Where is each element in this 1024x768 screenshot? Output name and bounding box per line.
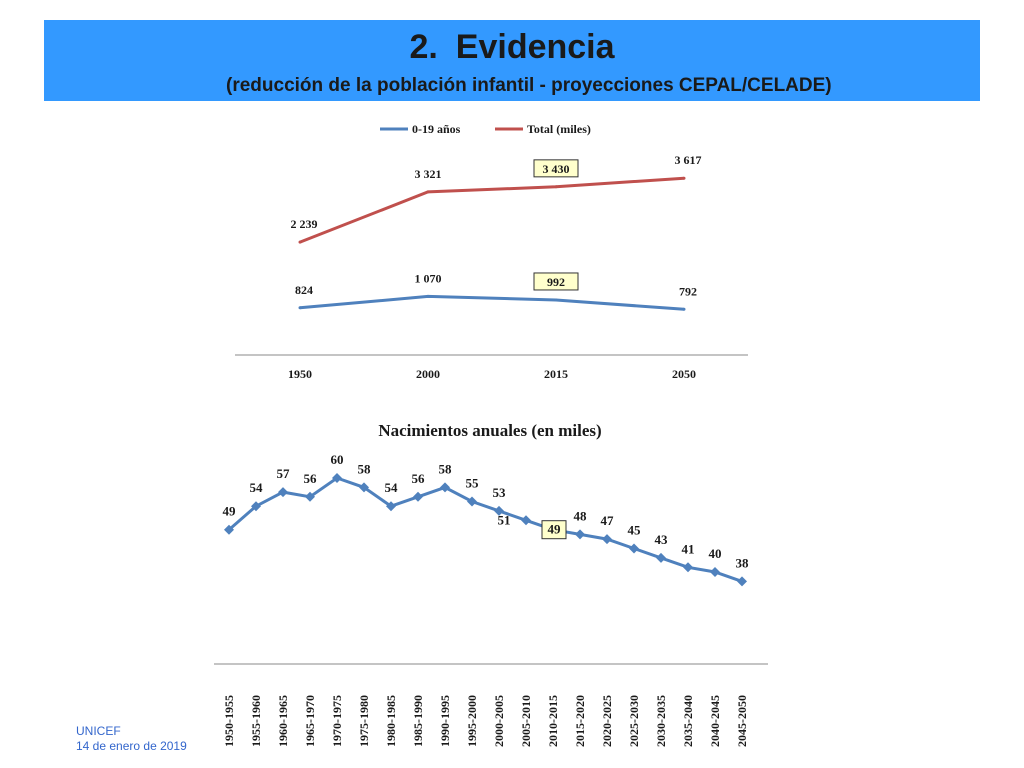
data-marker-19 — [737, 576, 747, 587]
data-marker-8 — [440, 482, 450, 493]
title-text: Evidencia — [455, 28, 615, 66]
data-label-4: 60 — [331, 452, 344, 467]
data-label-7: 56 — [412, 471, 426, 486]
series-line-1 — [299, 176, 685, 244]
data-label-5: 58 — [358, 461, 372, 476]
data-label-16: 43 — [655, 532, 669, 547]
footer-date: 14 de enero de 2019 — [76, 739, 187, 753]
series-line — [228, 476, 743, 583]
data-label-17: 41 — [682, 541, 695, 556]
data-marker-15 — [629, 543, 639, 554]
x-tick-label-3: 2050 — [672, 367, 696, 381]
x-tick-label-9: 1995-2000 — [465, 695, 479, 747]
series-line-0 — [299, 294, 685, 311]
x-tick-label-1: 2000 — [416, 367, 440, 381]
data-label-14: 47 — [601, 513, 615, 528]
x-tick-label-17: 2035-2040 — [681, 695, 695, 747]
data-point-0-2 — [554, 298, 558, 302]
data-marker-0 — [224, 524, 234, 535]
x-tick-label-6: 1980-1985 — [384, 695, 398, 747]
data-label-19: 38 — [736, 555, 750, 570]
page-title: 2. Evidencia — [44, 28, 980, 67]
x-tick-label-0: 1950-1955 — [222, 695, 236, 747]
data-label-13: 48 — [574, 508, 588, 523]
x-tick-label-1: 1955-1960 — [249, 695, 263, 747]
section-number: 2. — [409, 28, 438, 66]
data-marker-11 — [521, 515, 531, 526]
footer-org: UNICEF — [76, 724, 121, 738]
data-marker-9 — [467, 496, 477, 507]
data-label-1-3: 3 617 — [675, 153, 702, 167]
data-label-9: 55 — [466, 476, 480, 491]
data-marker-3 — [305, 491, 315, 502]
data-marker-13 — [575, 529, 585, 540]
data-label-1: 54 — [250, 480, 264, 495]
x-tick-label-2: 1960-1965 — [276, 695, 290, 747]
x-tick-label-16: 2030-2035 — [654, 695, 668, 747]
x-tick-label-0: 1950 — [288, 367, 312, 381]
data-label-0-2: 992 — [547, 275, 565, 289]
data-point-0-3 — [682, 307, 686, 311]
data-label-2: 57 — [277, 466, 291, 481]
data-label-15: 45 — [628, 523, 642, 538]
data-point-0-1 — [426, 294, 430, 298]
x-tick-label-3: 1965-1970 — [303, 695, 317, 747]
footer: UNICEF 14 de enero de 2019 — [76, 724, 187, 754]
data-label-0: 49 — [223, 504, 237, 519]
x-tick-label-15: 2025-2030 — [627, 695, 641, 747]
x-tick-label-10: 2000-2005 — [492, 695, 506, 747]
data-marker-17 — [683, 562, 693, 573]
data-label-3: 56 — [304, 471, 318, 486]
x-tick-label-12: 2010-2015 — [546, 695, 560, 747]
data-point-1-0 — [298, 240, 302, 244]
data-point-1-1 — [426, 190, 430, 194]
data-label-8: 58 — [439, 461, 453, 476]
legend-label-0: 0-19 años — [412, 122, 461, 136]
page-subtitle: (reducción de la población infantil - pr… — [226, 75, 832, 96]
highlight-box — [541, 520, 567, 540]
highlight-box-0 — [533, 272, 579, 291]
data-marker-14 — [602, 534, 612, 545]
data-label-1-0: 2 239 — [291, 217, 318, 231]
data-marker-16 — [656, 552, 666, 563]
header-banner: 2. Evidencia (reducción de la población i… — [44, 20, 980, 101]
data-point-1-3 — [682, 176, 686, 180]
data-label-1-1: 3 321 — [415, 167, 442, 181]
data-label-12: 49 — [548, 522, 562, 537]
highlight-box-1 — [533, 159, 579, 178]
data-label-0-0: 824 — [295, 283, 313, 297]
data-label-18: 40 — [709, 546, 722, 561]
data-label-11: 51 — [498, 512, 511, 527]
data-marker-1 — [251, 501, 261, 512]
data-label-0-1: 1 070 — [415, 271, 442, 285]
chart-title: Nacimientos anuales (en miles) — [378, 421, 601, 440]
x-tick-label-2: 2015 — [544, 367, 568, 381]
data-marker-6 — [386, 501, 396, 512]
x-tick-label-13: 2015-2020 — [573, 695, 587, 747]
x-tick-label-8: 1990-1995 — [438, 695, 452, 747]
data-marker-7 — [413, 491, 423, 502]
data-marker-5 — [359, 482, 369, 493]
data-marker-18 — [710, 567, 720, 577]
x-tick-label-19: 2045-2050 — [735, 695, 749, 747]
data-marker-4 — [332, 473, 342, 483]
x-tick-label-4: 1970-1975 — [330, 695, 344, 747]
data-label-10: 53 — [493, 485, 507, 500]
data-point-0-0 — [298, 306, 302, 310]
x-tick-label-14: 2020-2025 — [600, 695, 614, 747]
x-tick-label-5: 1975-1980 — [357, 695, 371, 747]
data-point-1-2 — [554, 185, 558, 189]
data-marker-10 — [494, 505, 504, 516]
data-label-1-2: 3 430 — [543, 162, 570, 176]
x-tick-label-11: 2005-2010 — [519, 695, 533, 747]
data-marker-2 — [278, 487, 288, 498]
legend-label-1: Total (miles) — [527, 122, 591, 136]
x-tick-label-7: 1985-1990 — [411, 695, 425, 747]
data-label-6: 54 — [385, 480, 399, 495]
x-tick-label-18: 2040-2045 — [708, 695, 722, 747]
data-label-0-3: 792 — [679, 284, 697, 298]
